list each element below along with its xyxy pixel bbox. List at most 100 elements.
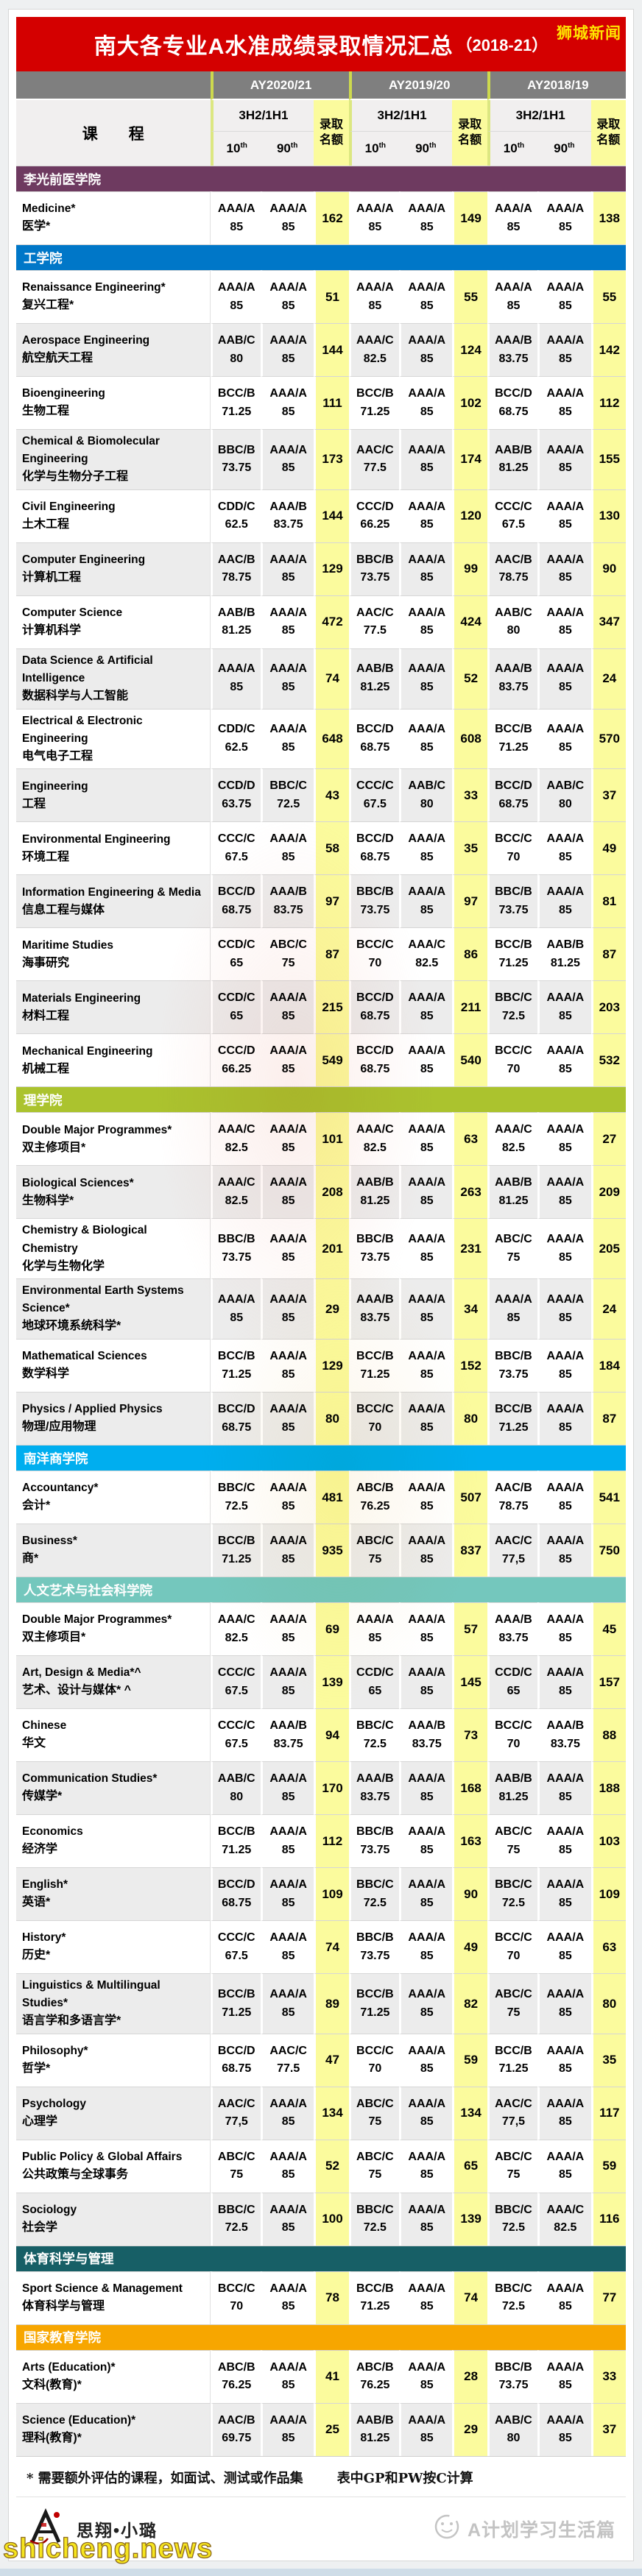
quota-cell: 184 (590, 1339, 626, 1393)
grade-score: 85 (281, 1499, 295, 1512)
grade-cell-10th: CCD/D 63.75 (210, 768, 261, 822)
grade-combo: ABC/C (356, 2097, 394, 2110)
grade-score: 85 (558, 1949, 572, 1962)
quota-cell: 57 (452, 1602, 487, 1656)
course-row: Art, Design & Media*^ 艺术、设计与媒体* ^ CCC/C 67.… (16, 1655, 626, 1709)
grade-score: 85 (420, 624, 434, 637)
grade-cell-90th: AAA/A 85 (399, 270, 453, 323)
grade-combo: AAA/A (356, 280, 394, 294)
grade-cell-90th: AAA/A 85 (537, 429, 591, 489)
grade-score: 85 (281, 1009, 295, 1022)
grade-combo: BCC/C (217, 2282, 255, 2295)
grade-score: 85 (558, 461, 572, 475)
grade-score: 85 (281, 1631, 295, 1644)
section-header-row: 国家教育学院 (16, 2324, 626, 2350)
quota-cell: 139 (314, 1655, 349, 1709)
grade-score: 85 (281, 299, 295, 312)
grade-score: 81.25 (550, 956, 580, 969)
grade-combo: ABC/C (495, 1233, 532, 1246)
grade-score: 85 (558, 518, 572, 531)
grade-score: 76.25 (360, 1499, 390, 1512)
footnote-gp-pw-note: 表中GP和PW按C计算 (336, 2470, 473, 2486)
course-cell: Philosophy* 哲学* (16, 2033, 211, 2087)
grade-score: 83.75 (498, 1631, 529, 1644)
course-row: Environmental Earth Systems Science* 地球环境… (16, 1278, 626, 1340)
course-name-en: Communication Studies* (22, 1772, 158, 1786)
course-cell: Electrical & Electronic Engineering 电气电子工… (16, 708, 211, 769)
quota-cell: 47 (314, 2033, 349, 2087)
grade-score: 70 (507, 1062, 521, 1075)
grade-cell-10th: BCC/D 68.75 (348, 980, 400, 1034)
grade-combo: AAA/A (408, 280, 446, 294)
quota-cell: 74 (314, 1920, 349, 1974)
grade-combo: AAB/B (356, 662, 394, 676)
course-name-en: Public Policy & Global Affairs (22, 2151, 183, 2164)
grade-score: 80 (420, 797, 434, 810)
course-cell: Medicine* 医学* (16, 191, 211, 244)
grade-score: 85 (281, 1420, 295, 1434)
grade-score: 85 (230, 299, 244, 312)
quota-cell: 205 (590, 1218, 626, 1279)
grade-combo: AAA/A (546, 1044, 585, 1058)
grade-score: 85 (507, 220, 521, 233)
course-name-en: Materials Engineering (22, 991, 141, 1005)
grade-cell-90th: AAA/A 85 (537, 323, 591, 376)
grade-combo: AAA/A (408, 1878, 446, 1891)
course-name-en: Art, Design & Media*^ (22, 1666, 141, 1680)
course-name-zh: 机械工程 (22, 1062, 70, 1075)
course-cell: Biological Sciences* 生物科学* (16, 1165, 211, 1219)
grade-cell-10th: BCC/D 68.75 (210, 1867, 261, 1921)
grade-cell-90th: AAA/A 85 (537, 821, 591, 875)
course-row: Computer Science 计算机科学 AAB/B 81.25 AAA/A 85 47… (16, 595, 626, 648)
grade-combo: BBC/B (217, 443, 255, 456)
grade-combo: AAA/B (495, 662, 532, 676)
grade-score: 85 (281, 2432, 295, 2445)
course-cell: Mathematical Sciences 数学科学 (16, 1339, 211, 1393)
grade-cell-90th: AAA/A 85 (537, 1761, 591, 1815)
quota-cell: 80 (452, 1392, 487, 1446)
grade-cell-90th: AAA/A 85 (399, 1471, 453, 1524)
grade-combo: AAA/A (546, 1176, 585, 1189)
course-cell: Maritime Studies 海事研究 (16, 927, 211, 981)
grade-combo: AAB/B (356, 1176, 394, 1189)
course-row: Mathematical Sciences 数学科学 BCC/B 71.25 AAA/A… (16, 1339, 626, 1393)
course-name-en: Civil Engineering (22, 500, 116, 513)
quota-cell: 87 (590, 1392, 626, 1446)
quota-cell: 117 (590, 2086, 626, 2140)
course-row: Double Major Programmes* 双主修项目* AAA/C 82.5 A… (16, 1112, 626, 1166)
grade-cell-90th: AAA/A 85 (260, 980, 314, 1034)
grade-combo: AAA/A (546, 723, 585, 736)
grade-combo: BCC/B (356, 2282, 394, 2295)
grade-cell-10th: AAC/C 77,5 (487, 2086, 538, 2140)
grade-cell-90th: AAA/A 85 (537, 1033, 591, 1087)
grade-combo: ABC/C (356, 2150, 394, 2163)
grade-score: 73.75 (360, 1843, 390, 1856)
grade-score: 72.5 (225, 2221, 248, 2234)
grade-combo: AAA/A (269, 2150, 307, 2163)
grade-combo: BCC/B (495, 2044, 532, 2057)
course-cell: Renaissance Engineering* 复兴工程* (16, 270, 211, 323)
quota-cell: 86 (452, 927, 487, 981)
grade-combo: AAA/A (269, 1878, 307, 1891)
section-header-row: 南洋商学院 (16, 1445, 626, 1471)
grade-cell-90th: AAA/A 85 (399, 1973, 453, 2034)
grade-score: 73.75 (498, 1367, 529, 1381)
course-name-en: Linguistics & Multilingual Studies* (22, 1979, 160, 2010)
course-cell: Public Policy & Global Affairs 公共政策与全球事务 (16, 2139, 211, 2193)
course-row: Biological Sciences* 生物科学* AAA/C 82.5 AAA/A 8… (16, 1165, 626, 1219)
grade-combo: AAA/B (356, 1772, 394, 1785)
grade-cell-90th: AAA/A 85 (260, 648, 314, 709)
grade-score: 68.75 (360, 850, 390, 863)
grade-combo: AAA/A (356, 1613, 394, 1626)
course-name-zh: 体育科学与管理 (22, 2300, 105, 2313)
grade-score: 85 (281, 850, 295, 863)
grade-combo: AAB/B (495, 443, 532, 456)
quota-cell: 209 (590, 1165, 626, 1219)
grade-combo: AAA/A (217, 202, 255, 215)
grade-cell-10th: CCC/D 66.25 (348, 489, 400, 542)
grade-cell-90th: AAA/A 85 (537, 1920, 591, 1974)
grade-score: 75 (507, 1843, 521, 1856)
grade-cell-90th: AAA/A 85 (260, 1761, 314, 1815)
quota-cell: 109 (590, 1867, 626, 1921)
grade-cell-10th: BBC/B 73.75 (487, 2349, 538, 2403)
